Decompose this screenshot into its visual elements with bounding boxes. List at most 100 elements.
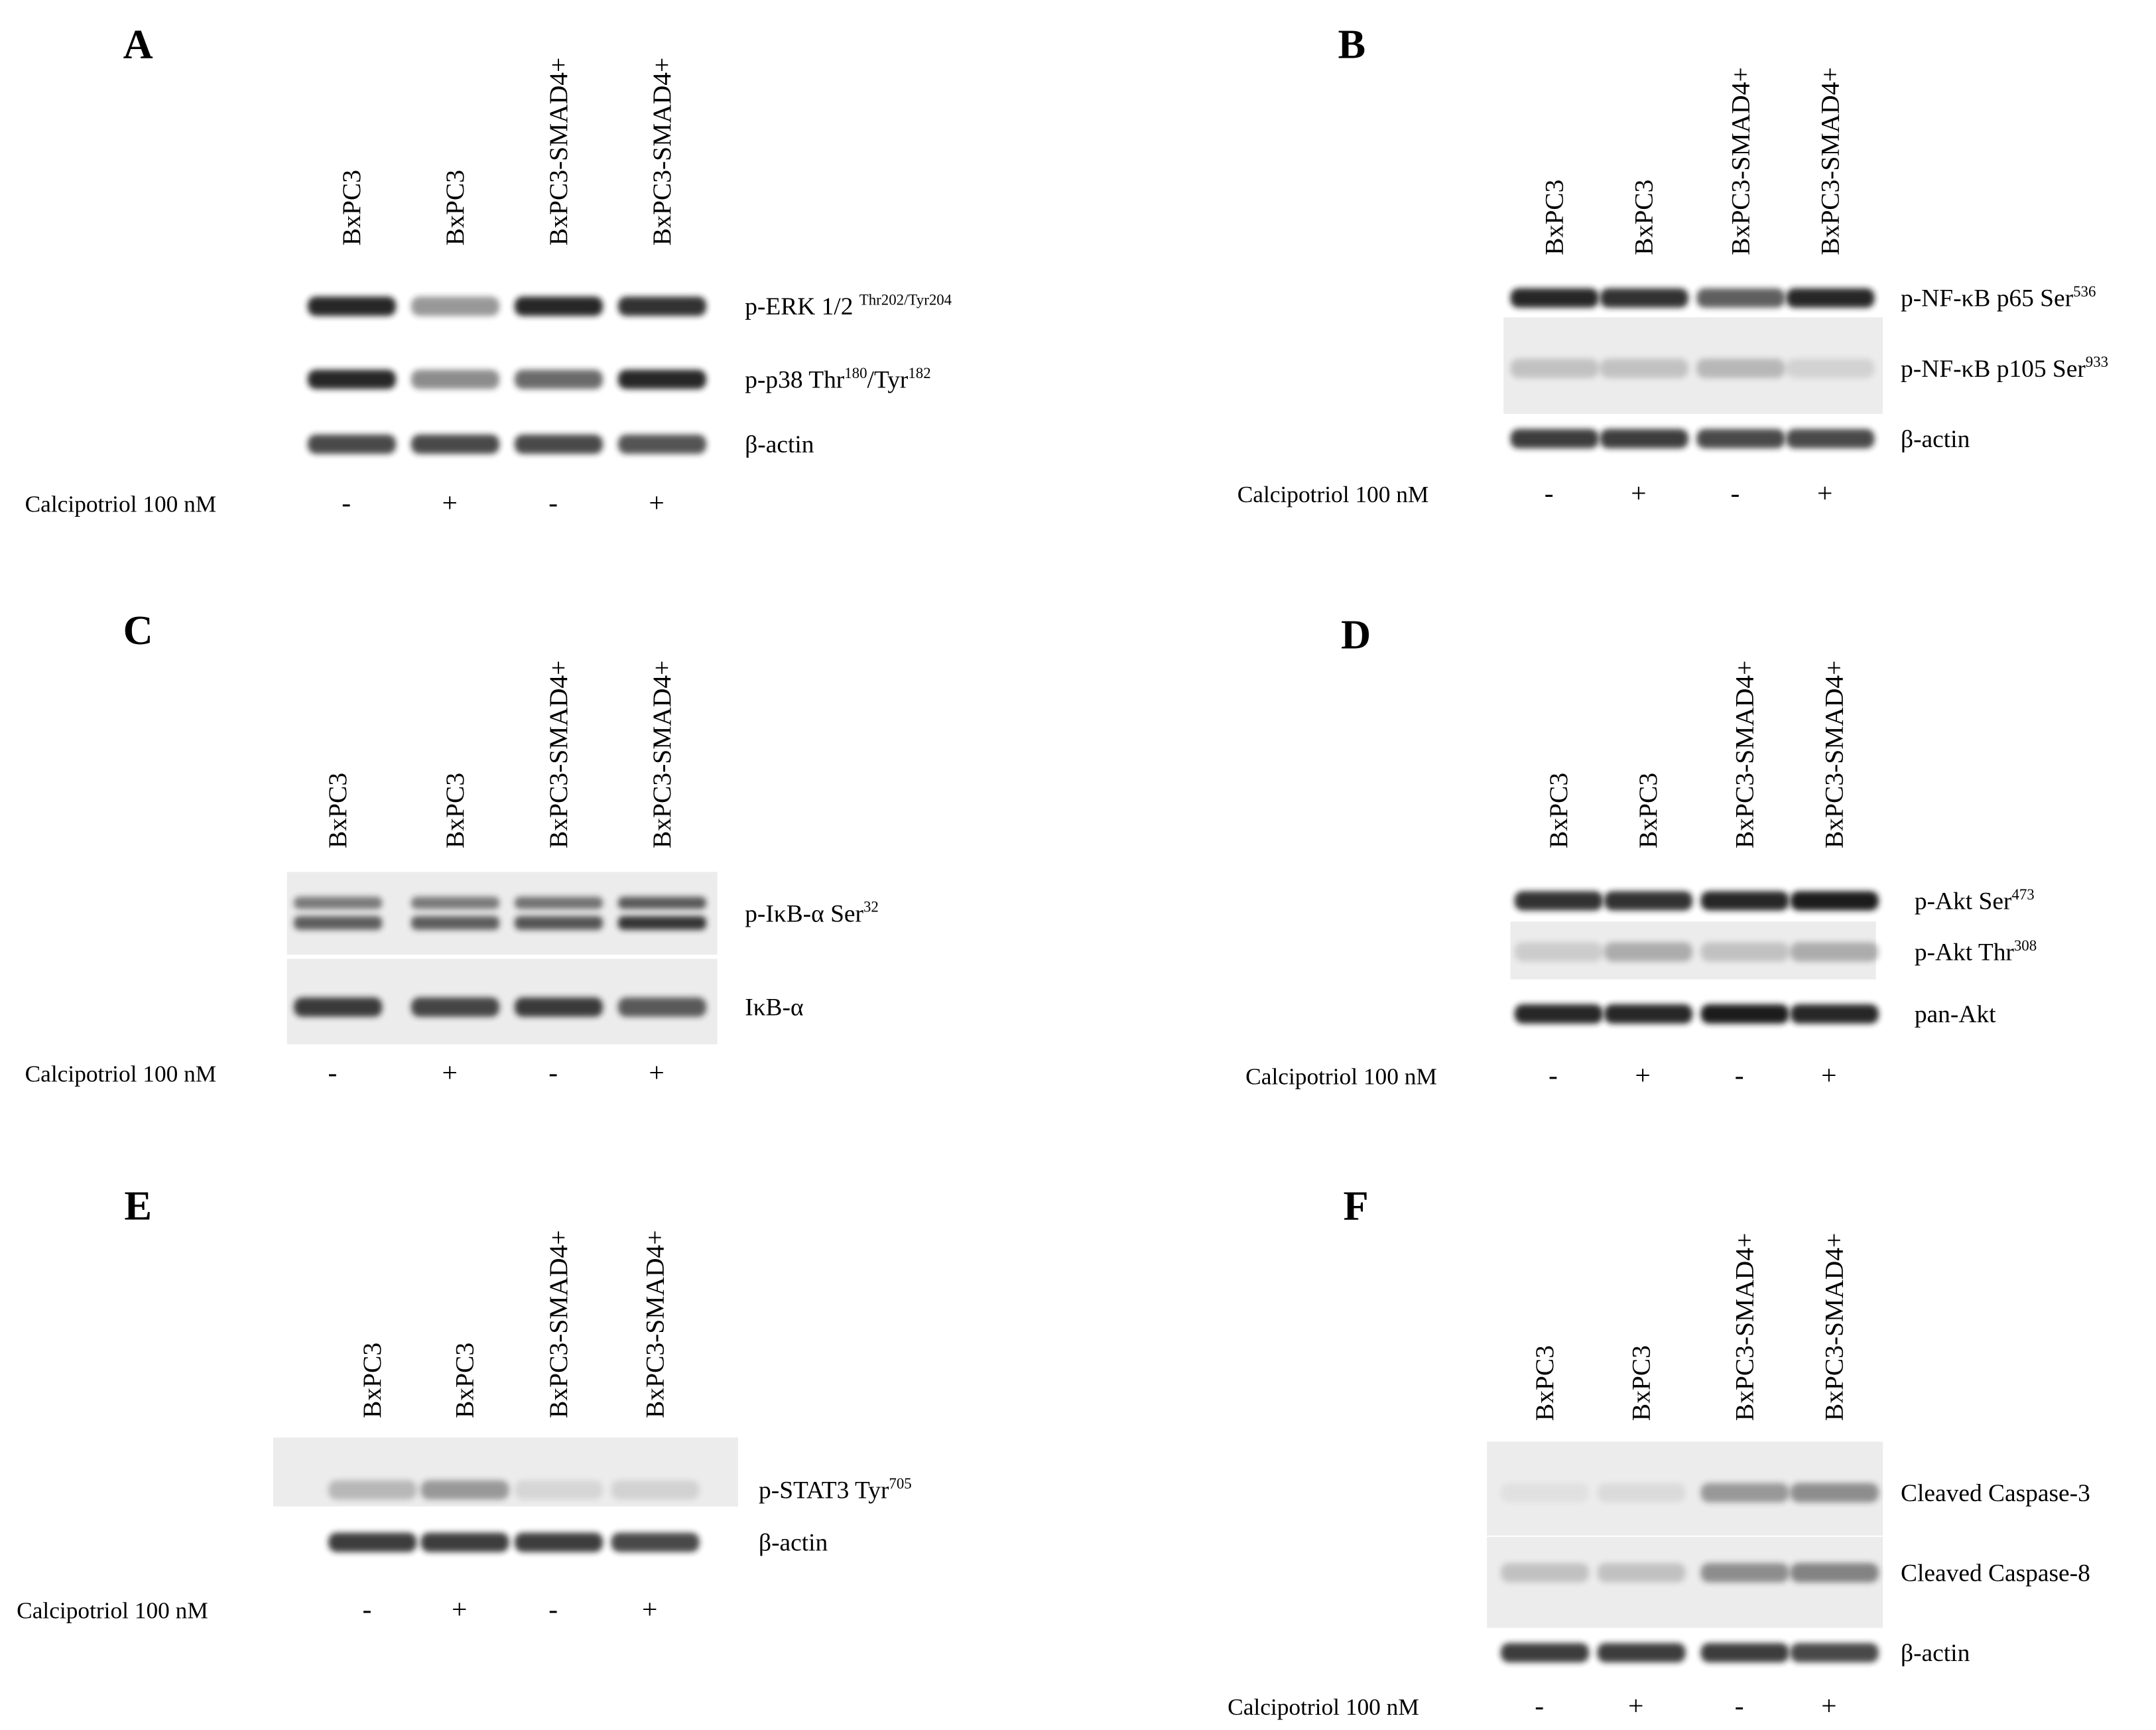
band (1510, 288, 1599, 308)
band (514, 434, 603, 454)
blot-label: p-ERK 1/2 Thr202/Tyr204​ (745, 292, 952, 321)
treatment-sign: + (442, 1057, 457, 1088)
band (1510, 429, 1599, 448)
band (617, 297, 707, 316)
band (307, 434, 397, 454)
label-superscript: 180 (844, 365, 867, 381)
band (411, 896, 500, 909)
panel: B BxPC3 BxPC3 BxPC3-SMAD4+ BxPC3-SMAD4+ p-NF-… (1237, 21, 2108, 508)
label-superscript: 32 (863, 899, 879, 915)
panel-letter: D (1341, 612, 1371, 657)
treatment-sign: + (1628, 1690, 1643, 1721)
lane-label: BxPC3-SMAD4+ (1820, 1233, 1849, 1421)
treatment-sign: - (548, 488, 558, 518)
blot-label: β-actin (745, 431, 814, 458)
lane-label: BxPC3 (1629, 180, 1659, 255)
treatment-label: Calcipotriol 100 nM (25, 491, 217, 517)
band (1597, 1483, 1686, 1502)
band (1514, 891, 1603, 911)
treatment-sign: + (442, 488, 457, 518)
band (1514, 1004, 1603, 1024)
lane-label: BxPC3-SMAD4+ (544, 1230, 573, 1418)
band (411, 369, 500, 389)
blot-label: Cleaved Caspase-3 (1901, 1480, 2090, 1507)
label-text: IκB-α (745, 994, 803, 1022)
lane-label: BxPC3 (357, 1343, 387, 1418)
band (411, 915, 500, 930)
band (514, 1532, 603, 1552)
band (1604, 942, 1693, 962)
blot-label: IκB-α (745, 994, 803, 1022)
band (617, 369, 707, 389)
lane-label: BxPC3 (1633, 773, 1663, 848)
band (617, 434, 707, 454)
treatment-sign: - (328, 1057, 337, 1088)
band (411, 297, 500, 316)
label-superscript: 705 (889, 1475, 911, 1492)
band (1510, 358, 1599, 378)
treatment-sign: + (1821, 1690, 1836, 1721)
treatment-sign: + (642, 1594, 657, 1625)
treatment-label: Calcipotriol 100 nM (17, 1597, 208, 1624)
band (1696, 288, 1785, 308)
band (611, 1532, 700, 1552)
band (1786, 288, 1875, 308)
label-text: β-actin (1901, 426, 1970, 453)
band (328, 1532, 417, 1552)
band (1790, 1004, 1879, 1024)
band (1604, 1004, 1693, 1024)
blot-background (286, 872, 718, 955)
treatment-sign: - (1549, 1060, 1558, 1091)
band (294, 896, 383, 909)
treatment-sign: - (362, 1594, 371, 1625)
label-text: pan-Akt (1915, 1001, 1996, 1028)
blot-label: p-STAT3 Tyr705​ (759, 1475, 912, 1504)
label-superscript: 182 (908, 365, 930, 381)
lane-label: BxPC3-SMAD4+ (647, 58, 676, 245)
label-text: Cleaved Caspase-3 (1901, 1480, 2090, 1507)
label-text: β-actin (745, 431, 814, 458)
band (514, 915, 603, 930)
band (1700, 1563, 1789, 1583)
band (1500, 1642, 1590, 1663)
band (1790, 942, 1879, 962)
band (307, 369, 397, 389)
label-text: p-STAT3 Tyr (759, 1477, 889, 1504)
label-text: p-NF-κB p105 Ser (1901, 356, 2086, 383)
band (1597, 1563, 1686, 1583)
label-text: Cleaved Caspase-8 (1901, 1560, 2090, 1587)
band (514, 896, 603, 909)
label-text: p-ERK 1/2 (745, 293, 859, 320)
label-superscript: 473 (2011, 886, 2034, 903)
lane-label: BxPC3-SMAD4+ (1726, 67, 1755, 255)
label-text: p-IκB-α Ser (745, 900, 863, 927)
label-text: p-p38 Thr (745, 366, 845, 393)
treatment-label: Calcipotriol 100 nM (1237, 481, 1429, 507)
label-text: β-actin (1901, 1640, 1970, 1667)
band (514, 1480, 603, 1500)
blot-label: pan-Akt (1915, 1001, 1996, 1028)
band (1790, 1563, 1879, 1583)
label-superscript: 536 (2073, 283, 2096, 300)
lane-label: BxPC3 (323, 773, 352, 848)
blot-label: p-Akt Ser473​ (1915, 886, 2035, 915)
band (611, 1480, 700, 1500)
band (514, 297, 603, 316)
band (420, 1480, 509, 1500)
treatment-sign: - (342, 488, 351, 518)
blot-label: β-actin (759, 1530, 828, 1557)
lane-label: BxPC3 (450, 1343, 479, 1418)
panel-letter: A (123, 21, 153, 67)
band (420, 1532, 509, 1552)
panel-letter: C (123, 608, 153, 653)
label-superscript: 933 (2086, 354, 2108, 370)
band (1600, 429, 1688, 448)
lane-label: BxPC3-SMAD4+ (647, 661, 676, 848)
panel: C BxPC3 BxPC3 BxPC3-SMAD4+ BxPC3-SMAD4+ p-IκB… (25, 608, 879, 1087)
treatment-sign: - (1735, 1060, 1744, 1091)
blot-label: p-NF-κB p105 Ser933​ (1901, 354, 2108, 383)
band (1500, 1483, 1590, 1502)
lane-label: BxPC3 (1530, 1345, 1559, 1421)
band (1597, 1642, 1686, 1663)
